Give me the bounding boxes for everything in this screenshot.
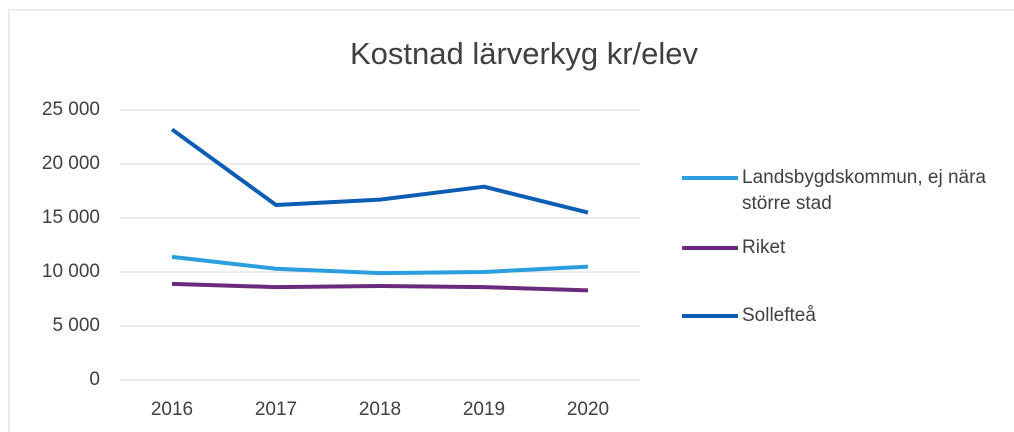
chart-border: [8, 9, 1014, 432]
y-tick-label: 15 000: [42, 207, 100, 228]
x-tick-label: 2020: [567, 399, 609, 420]
y-tick-label: 25 000: [42, 99, 100, 120]
line-series: [171, 254, 589, 276]
x-tick-label: 2016: [151, 399, 193, 420]
y-tick-label: 0: [89, 369, 100, 390]
line-series: [170, 127, 589, 215]
x-tick-label: 2017: [255, 399, 297, 420]
y-tick-label: 10 000: [42, 261, 100, 282]
legend-label: Riket: [742, 237, 786, 258]
y-tick-label: 20 000: [42, 153, 100, 174]
y-tick-label: 5 000: [52, 315, 100, 336]
chart-title: Kostnad lärverkyg kr/elev: [350, 36, 699, 71]
line-series: [171, 281, 589, 293]
legend-label: Sollefteå: [742, 305, 816, 326]
x-tick-label: 2018: [359, 399, 401, 420]
legend-label: Landsbygdskommun, ej nära större stad: [742, 167, 986, 214]
x-tick-label: 2019: [463, 399, 505, 420]
